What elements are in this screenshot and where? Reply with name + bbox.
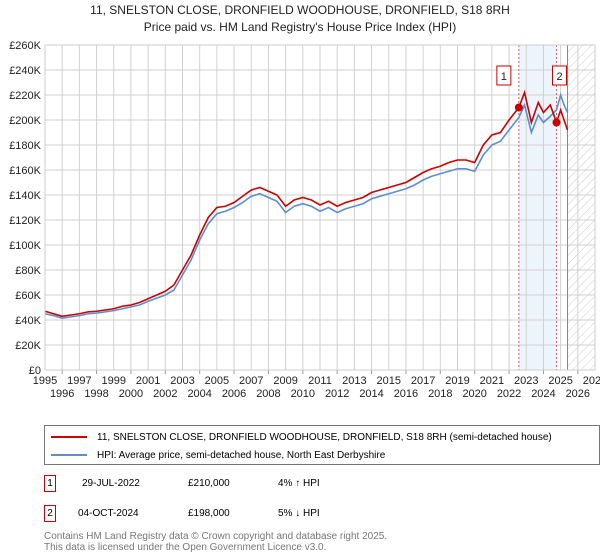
x-tick-label: 2009 bbox=[273, 375, 297, 387]
y-tick-label: £20K bbox=[15, 340, 41, 352]
x-tick-label: 1997 bbox=[67, 375, 91, 387]
x-tick-label: 2006 bbox=[222, 388, 246, 400]
table-row: 2 04-OCT-2024 £198,000 5% ↓ HPI bbox=[44, 505, 544, 523]
y-tick-label: £140K bbox=[9, 190, 41, 202]
x-tick-label: 2003 bbox=[170, 375, 194, 387]
y-tick-label: £260K bbox=[9, 40, 41, 52]
y-tick-label: £160K bbox=[9, 165, 41, 177]
chart-title: 11, SNELSTON CLOSE, DRONFIELD WOODHOUSE,… bbox=[90, 3, 510, 17]
sale-label: 2 bbox=[556, 71, 562, 83]
x-tick-label: 2007 bbox=[239, 375, 263, 387]
x-tick-label: 2017 bbox=[411, 375, 435, 387]
y-tick-label: £180K bbox=[9, 140, 41, 152]
legend-hpi: HPI: Average price, semi-detached house,… bbox=[97, 449, 386, 461]
y-tick-label: £60K bbox=[15, 290, 41, 302]
x-tick-label: 2013 bbox=[342, 375, 366, 387]
x-tick-label: 2018 bbox=[428, 388, 452, 400]
x-tick-label: 2023 bbox=[514, 375, 538, 387]
legend-blue-swatch bbox=[51, 454, 87, 456]
plot-border bbox=[44, 44, 596, 371]
footer: Contains HM Land Registry data © Crown c… bbox=[44, 531, 387, 553]
legend-red-swatch bbox=[51, 436, 87, 438]
sale-badge: 2 bbox=[44, 505, 56, 522]
legend-property: 11, SNELSTON CLOSE, DRONFIELD WOODHOUSE,… bbox=[97, 431, 552, 443]
sale-label: 1 bbox=[501, 71, 507, 83]
sale-badge: 1 bbox=[44, 475, 56, 492]
footer-line1: Contains HM Land Registry data © Crown c… bbox=[44, 531, 388, 542]
x-tick-label: 2027 bbox=[583, 375, 600, 387]
x-tick-label: 2024 bbox=[531, 388, 555, 400]
x-tick-label: 2020 bbox=[462, 388, 486, 400]
sale-label-box bbox=[552, 65, 567, 86]
sale-date: 04-OCT-2024 bbox=[78, 508, 139, 519]
x-tick-label: 2012 bbox=[325, 388, 349, 400]
x-tick-label: 2021 bbox=[480, 375, 504, 387]
footer-line2: This data is licensed under the Open Gov… bbox=[44, 542, 327, 553]
sale-hpi: 4% ↑ HPI bbox=[278, 478, 320, 489]
y-tick-label: £40K bbox=[15, 315, 41, 327]
sale-hpi: 5% ↓ HPI bbox=[278, 508, 320, 519]
y-tick-label: £220K bbox=[9, 90, 41, 102]
legend: 11, SNELSTON CLOSE, DRONFIELD WOODHOUSE,… bbox=[44, 425, 600, 465]
x-tick-label: 2008 bbox=[256, 388, 280, 400]
x-tick-label: 2004 bbox=[187, 388, 211, 400]
forecast-hatch bbox=[567, 45, 595, 370]
property-series-line bbox=[44, 89, 569, 318]
x-tick-label: 2016 bbox=[394, 388, 418, 400]
y-tick-label: £240K bbox=[9, 65, 41, 77]
sale-price: £210,000 bbox=[188, 478, 230, 489]
x-tick-label: 2001 bbox=[136, 375, 160, 387]
sale-label-box bbox=[496, 65, 512, 86]
x-tick-label: 1996 bbox=[50, 388, 74, 400]
x-tick-label: 2019 bbox=[445, 375, 469, 387]
chart-subtitle: Price paid vs. HM Land Registry's House … bbox=[143, 20, 457, 34]
table-row: 1 29-JUL-2022 £210,000 4% ↑ HPI bbox=[44, 475, 544, 493]
x-tick-label: 2025 bbox=[548, 375, 572, 387]
y-tick-label: £120K bbox=[9, 215, 41, 227]
sale-point bbox=[552, 118, 561, 127]
sale-point bbox=[514, 103, 523, 112]
x-tick-label: 1995 bbox=[33, 375, 57, 387]
x-tick-label: 2002 bbox=[153, 388, 177, 400]
x-tick-label: 2015 bbox=[377, 375, 401, 387]
x-tick-label: 2005 bbox=[205, 375, 229, 387]
hpi-series-line bbox=[44, 92, 569, 319]
x-tick-label: 1999 bbox=[102, 375, 126, 387]
x-tick-label: 2022 bbox=[497, 388, 521, 400]
x-tick-label: 2010 bbox=[291, 388, 315, 400]
y-tick-label: £0 bbox=[29, 365, 41, 377]
y-tick-label: £100K bbox=[9, 240, 41, 252]
sale-price: £198,000 bbox=[188, 508, 230, 519]
y-tick-label: £200K bbox=[9, 115, 41, 127]
x-tick-label: 1998 bbox=[84, 388, 108, 400]
x-tick-label: 2014 bbox=[359, 388, 383, 400]
sale-date: 29-JUL-2022 bbox=[82, 478, 140, 489]
y-tick-label: £80K bbox=[15, 265, 41, 277]
x-tick-label: 2026 bbox=[566, 388, 590, 400]
x-tick-label: 2000 bbox=[119, 388, 143, 400]
sale-period-shade bbox=[518, 45, 557, 370]
x-tick-label: 2011 bbox=[308, 375, 332, 387]
plot-area: 1995199619971998199920002001200220032004… bbox=[9, 40, 600, 400]
